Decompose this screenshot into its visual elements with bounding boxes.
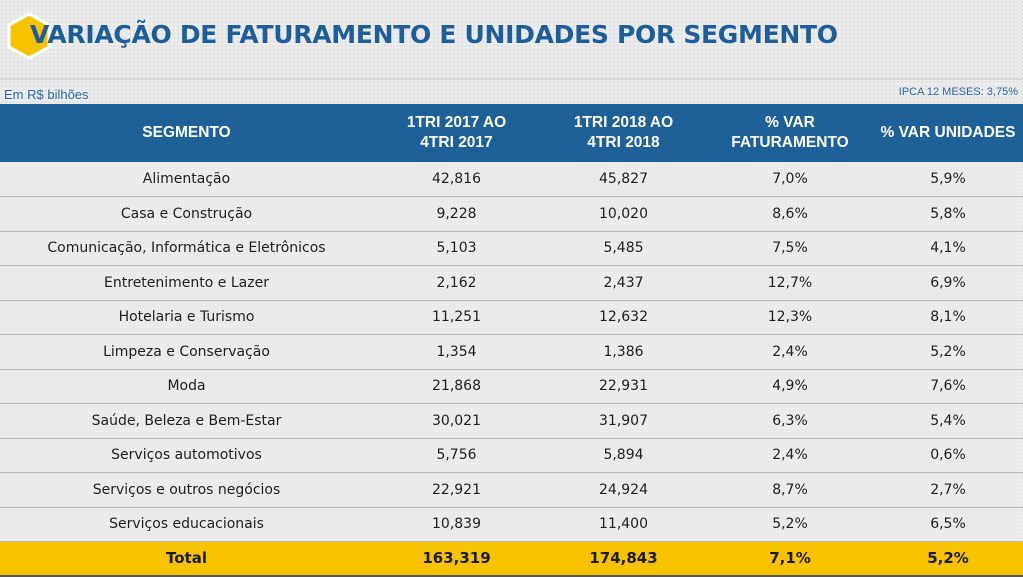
- value-2018: 22,931: [540, 369, 707, 404]
- table-row: Moda 21,868 22,931 4,9% 7,6%: [0, 369, 1023, 404]
- value-2018: 5,485: [540, 231, 707, 266]
- value-2017: 11,251: [373, 300, 540, 335]
- segment-name: Alimentação: [0, 162, 373, 197]
- table-row: Alimentação 42,816 45,827 7,0% 5,9%: [0, 162, 1023, 197]
- var-unidades: 6,5%: [873, 507, 1023, 542]
- total-row: Total 163,319 174,843 7,1% 5,2%: [0, 541, 1023, 577]
- value-2017: 5,756: [373, 438, 540, 473]
- var-unidades: 2,7%: [873, 472, 1023, 508]
- table-header-row: SEGMENTO 1TRI 2017 AO 4TRI 2017 1TRI 2018 A…: [0, 104, 1023, 162]
- value-2017: 2,162: [373, 265, 540, 301]
- header-var-unidades: % VAR UNIDADES: [873, 104, 1023, 162]
- segment-name: Casa e Construção: [0, 196, 373, 232]
- header-var-faturamento: % VAR FATURAMENTO: [707, 104, 873, 162]
- value-2017: 30,021: [373, 403, 540, 439]
- table-row: Serviços educacionais 10,839 11,400 5,2% 6,5…: [0, 507, 1023, 542]
- total-2017: 163,319: [373, 541, 540, 577]
- value-2018: 45,827: [540, 162, 707, 197]
- table-row: Hotelaria e Turismo 11,251 12,632 12,3% 8,1%: [0, 300, 1023, 335]
- var-faturamento: 12,7%: [707, 265, 873, 301]
- var-unidades: 0,6%: [873, 438, 1023, 473]
- segment-name: Limpeza e Conservação: [0, 334, 373, 370]
- value-2017: 42,816: [373, 162, 540, 197]
- var-faturamento: 7,0%: [707, 162, 873, 197]
- segment-name: Entretenimento e Lazer: [0, 265, 373, 301]
- var-faturamento: 5,2%: [707, 507, 873, 542]
- segment-name: Serviços e outros negócios: [0, 472, 373, 508]
- var-unidades: 4,1%: [873, 231, 1023, 266]
- var-unidades: 7,6%: [873, 369, 1023, 404]
- total-var-unidades: 5,2%: [873, 541, 1023, 577]
- header-label: 4TRI 2017: [420, 134, 493, 151]
- hexagon-icon: [7, 12, 51, 60]
- segment-name: Serviços educacionais: [0, 507, 373, 542]
- header-label: 1TRI 2017 AO: [406, 114, 507, 131]
- value-2018: 11,400: [540, 507, 707, 542]
- value-2018: 12,632: [540, 300, 707, 335]
- header-periodo-2017: 1TRI 2017 AO 4TRI 2017: [373, 104, 540, 162]
- var-faturamento: 8,7%: [707, 472, 873, 508]
- divider: [0, 78, 1023, 80]
- page-title: VARIAÇÃO DE FATURAMENTO E UNIDADES POR S…: [30, 20, 838, 49]
- table-row: Saúde, Beleza e Bem-Estar 30,021 31,907 6,3…: [0, 403, 1023, 439]
- value-2017: 22,921: [373, 472, 540, 508]
- header-label: SEGMENTO: [142, 124, 231, 141]
- var-faturamento: 4,9%: [707, 369, 873, 404]
- segment-name: Comunicação, Informática e Eletrônicos: [0, 231, 373, 266]
- segment-table: SEGMENTO 1TRI 2017 AO 4TRI 2017 1TRI 2018 A…: [0, 104, 1023, 577]
- segment-name: Hotelaria e Turismo: [0, 300, 373, 335]
- total-label: Total: [0, 541, 373, 577]
- header-label: FATURAMENTO: [731, 134, 849, 151]
- header-label: % VAR UNIDADES: [880, 124, 1016, 141]
- var-unidades: 5,8%: [873, 196, 1023, 232]
- ipca-note: IPCA 12 MESES: 3,75%: [898, 86, 1018, 98]
- unit-note: Em R$ bilhões: [4, 87, 89, 102]
- value-2017: 1,354: [373, 334, 540, 370]
- table-row: Serviços automotivos 5,756 5,894 2,4% 0,6%: [0, 438, 1023, 473]
- var-unidades: 5,2%: [873, 334, 1023, 370]
- var-faturamento: 7,5%: [707, 231, 873, 266]
- value-2017: 10,839: [373, 507, 540, 542]
- header-segmento: SEGMENTO: [0, 104, 373, 162]
- table-row: Serviços e outros negócios 22,921 24,924 8,…: [0, 472, 1023, 508]
- table-row: Entretenimento e Lazer 2,162 2,437 12,7% 6,9…: [0, 265, 1023, 301]
- var-unidades: 6,9%: [873, 265, 1023, 301]
- value-2018: 24,924: [540, 472, 707, 508]
- total-2018: 174,843: [540, 541, 707, 577]
- value-2017: 21,868: [373, 369, 540, 404]
- segment-name: Moda: [0, 369, 373, 404]
- var-unidades: 8,1%: [873, 300, 1023, 335]
- var-unidades: 5,9%: [873, 162, 1023, 197]
- value-2018: 10,020: [540, 196, 707, 232]
- header-label: 4TRI 2018: [587, 134, 660, 151]
- table-row: Limpeza e Conservação 1,354 1,386 2,4% 5,2%: [0, 334, 1023, 370]
- table-row: Casa e Construção 9,228 10,020 8,6% 5,8%: [0, 196, 1023, 232]
- var-unidades: 5,4%: [873, 403, 1023, 439]
- var-faturamento: 2,4%: [707, 438, 873, 473]
- var-faturamento: 6,3%: [707, 403, 873, 439]
- header-periodo-2018: 1TRI 2018 AO 4TRI 2018: [540, 104, 707, 162]
- header-label: 1TRI 2018 AO: [573, 114, 674, 131]
- var-faturamento: 12,3%: [707, 300, 873, 335]
- value-2017: 9,228: [373, 196, 540, 232]
- segment-name: Serviços automotivos: [0, 438, 373, 473]
- value-2018: 1,386: [540, 334, 707, 370]
- var-faturamento: 2,4%: [707, 334, 873, 370]
- value-2018: 31,907: [540, 403, 707, 439]
- header-label: % VAR: [765, 114, 815, 131]
- total-var-faturamento: 7,1%: [707, 541, 873, 577]
- table-row: Comunicação, Informática e Eletrônicos 5,…: [0, 231, 1023, 266]
- var-faturamento: 8,6%: [707, 196, 873, 232]
- value-2018: 2,437: [540, 265, 707, 301]
- value-2018: 5,894: [540, 438, 707, 473]
- value-2017: 5,103: [373, 231, 540, 266]
- segment-name: Saúde, Beleza e Bem-Estar: [0, 403, 373, 439]
